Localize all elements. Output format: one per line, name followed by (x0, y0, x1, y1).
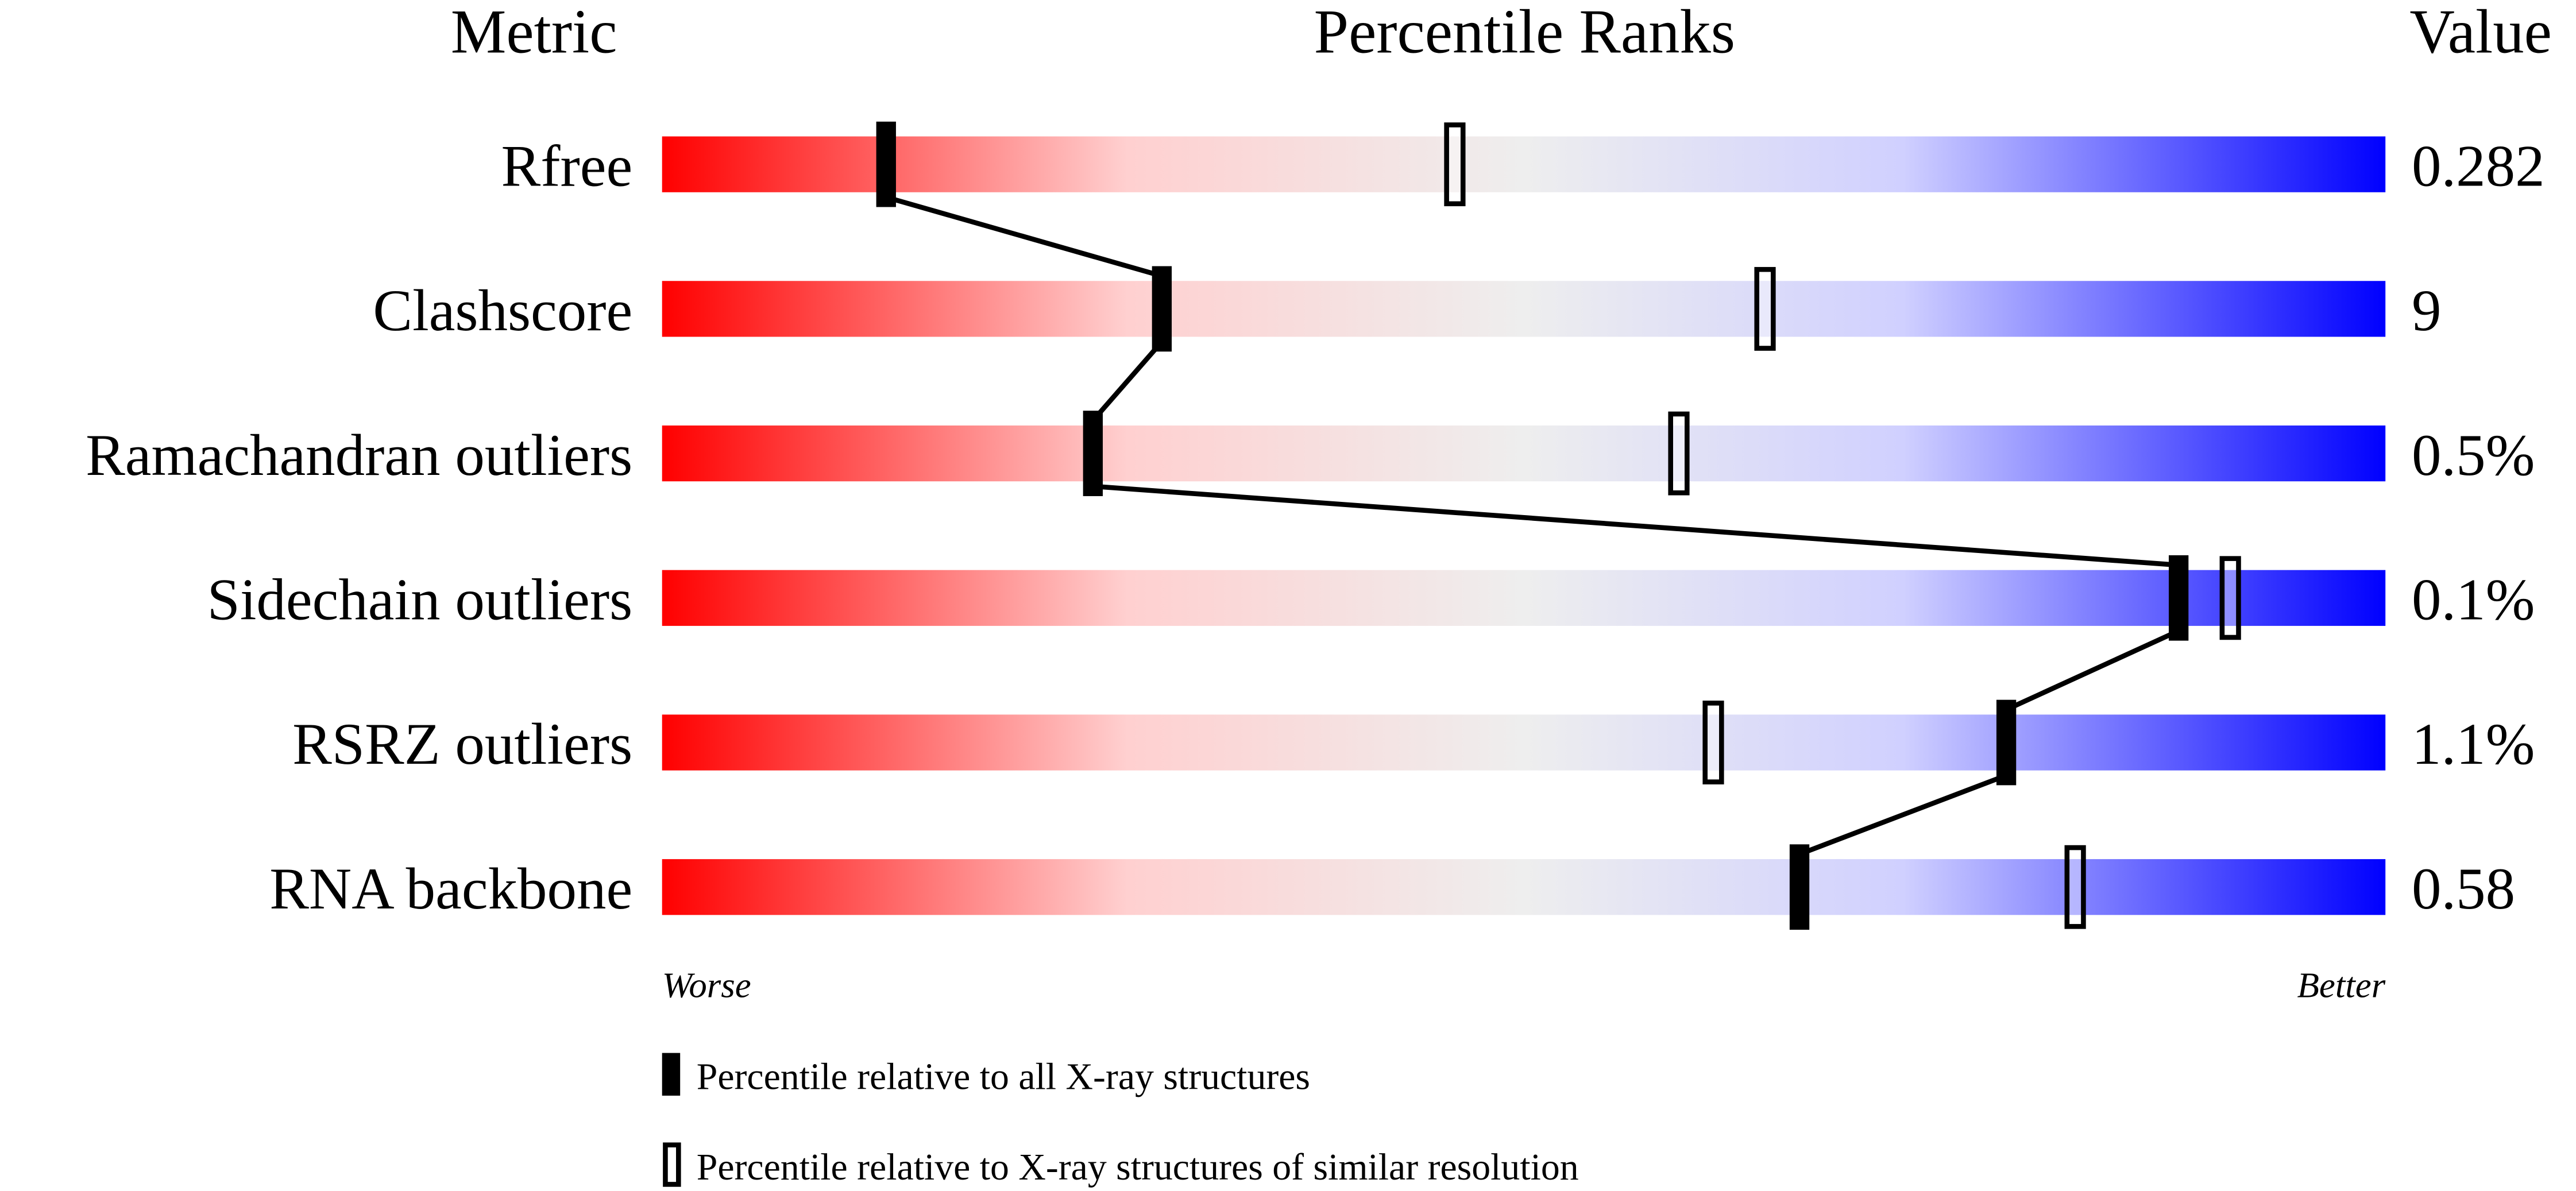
metric-label: RSRZ outliers (292, 711, 632, 777)
percentile-bar (662, 136, 2386, 192)
marker-all-structures (1996, 699, 2017, 786)
metric-value: 0.5% (2412, 423, 2535, 488)
percentile-connector-line (1092, 484, 2179, 568)
marker-similar-resolution (1668, 411, 1690, 496)
legend-filled-marker (662, 1053, 681, 1096)
metric-value: 0.58 (2412, 856, 2515, 922)
percentile-bar (662, 281, 2386, 337)
percentile-bar (662, 570, 2386, 626)
header-value: Value (2409, 0, 2551, 67)
metric-label: Clashscore (373, 278, 632, 343)
marker-similar-resolution (1444, 122, 1466, 207)
metric-label: RNA backbone (269, 856, 632, 922)
metric-label: Sidechain outliers (207, 567, 633, 632)
percentile-connector-line (1091, 340, 1164, 423)
marker-similar-resolution (1702, 701, 1724, 784)
legend-filled-label: Percentile relative to all X-ray structu… (697, 1056, 1310, 1098)
metric-row: RNA backbone 0.58 (269, 844, 2515, 930)
metric-value: 1.1% (2412, 711, 2535, 777)
metric-value: 0.282 (2412, 133, 2545, 199)
marker-all-structures (2168, 555, 2189, 641)
percentile-bar (662, 714, 2386, 771)
marker-all-structures (876, 121, 896, 207)
percentile-connector-line (885, 195, 1163, 279)
header-percentile-ranks: Percentile Ranks (1314, 0, 1735, 67)
axis-label-better: Better (2297, 965, 2385, 1005)
percentile-connector-line (2005, 628, 2180, 712)
legend-open-marker (663, 1142, 681, 1187)
metric-row: Ramachandran outliers 0.5% (86, 411, 2535, 496)
metric-value: 0.1% (2412, 567, 2535, 632)
marker-all-structures (1789, 844, 1810, 930)
header-metric: Metric (451, 0, 617, 67)
metric-value: 9 (2412, 278, 2441, 343)
metric-row: Rfree 0.282 (501, 121, 2545, 207)
percentile-bar (662, 425, 2386, 482)
percentile-bar (662, 859, 2386, 915)
marker-similar-resolution (1754, 266, 1776, 351)
metric-row: Clashscore 9 (373, 266, 2441, 352)
marker-similar-resolution (2219, 556, 2241, 640)
axis-label-worse: Worse (662, 965, 751, 1005)
metric-label: Rfree (501, 133, 633, 199)
marker-all-structures (1083, 411, 1103, 496)
metric-row: Sidechain outliers 0.1% (207, 555, 2535, 641)
percentile-connector-line (1798, 773, 2007, 857)
metric-row: RSRZ outliers 1.1% (292, 699, 2535, 786)
marker-similar-resolution (2064, 845, 2086, 929)
marker-all-structures (1152, 266, 1172, 352)
metric-label: Ramachandran outliers (86, 423, 632, 488)
legend-open-label: Percentile relative to X-ray structures … (697, 1146, 1579, 1188)
